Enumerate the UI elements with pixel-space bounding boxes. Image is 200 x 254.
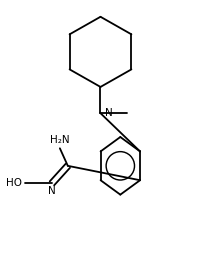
Text: N: N — [105, 108, 113, 118]
Text: HO: HO — [6, 178, 22, 188]
Text: N: N — [48, 186, 56, 196]
Text: H₂N: H₂N — [50, 135, 69, 145]
